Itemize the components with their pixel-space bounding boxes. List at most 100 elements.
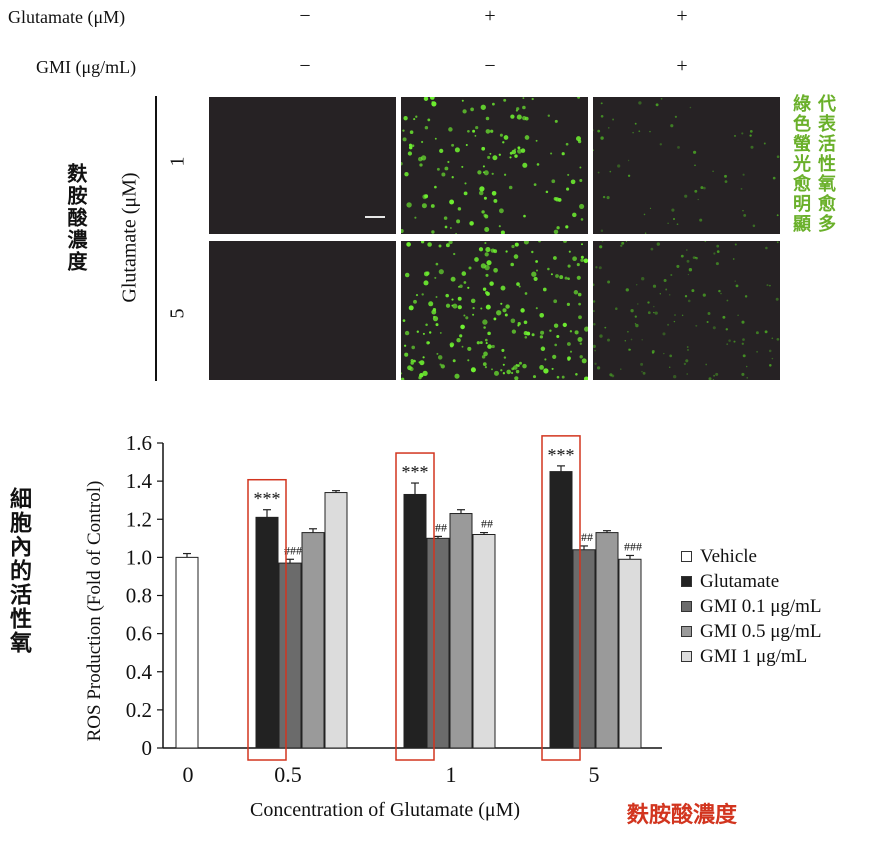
fluorescent-cell <box>418 361 421 364</box>
fluorescent-cell <box>481 146 486 151</box>
fluorescent-cell <box>484 227 490 232</box>
xlabel-cjk: 麩胺酸濃度 <box>627 803 738 828</box>
fluorescent-cell <box>681 314 684 317</box>
fluorescent-cell <box>449 342 455 347</box>
fluorescent-cell <box>553 323 559 328</box>
fluorescent-cell <box>621 241 625 245</box>
fluorescent-cell <box>422 332 425 335</box>
fluorescent-cell <box>734 134 736 137</box>
fluorescent-cell <box>524 292 528 295</box>
fluorescent-cell <box>740 188 743 190</box>
bar <box>403 493 427 749</box>
fluorescent-cell <box>485 129 491 134</box>
fluorescent-cell <box>640 362 644 366</box>
fluorescent-cell <box>581 243 583 246</box>
fluorescent-cell <box>490 248 495 253</box>
fluorescent-cell <box>749 134 752 137</box>
gmi-row-label: GMI (μg/mL) <box>36 57 137 77</box>
fluorescent-cell <box>550 273 553 276</box>
fluorescent-cell <box>743 213 747 217</box>
fluorescent-cell <box>662 332 666 336</box>
fluorescent-cell <box>749 130 753 133</box>
fluorescent-cell <box>668 366 671 369</box>
fluorescent-cell <box>472 129 476 133</box>
fluorescent-cell <box>524 135 530 140</box>
fluorescent-cell <box>419 163 423 167</box>
fluorescent-cell <box>406 202 412 208</box>
fluorescent-cell <box>703 186 706 190</box>
fluorescent-cell <box>734 243 737 246</box>
fluorescent-cell <box>724 180 728 183</box>
fluorescent-cell <box>609 373 613 377</box>
fluorescent-cell <box>406 242 411 247</box>
y-tick-label: 1.0 <box>126 545 152 569</box>
fluorescent-cell <box>402 137 407 142</box>
y-tick-label: 0.2 <box>126 698 152 722</box>
fluorescent-cell <box>491 344 495 349</box>
fluorescent-cell <box>575 373 578 376</box>
fluorescent-cell <box>673 375 677 379</box>
x-tick-label: 1 <box>446 762 457 787</box>
fluorescent-cell <box>443 216 448 220</box>
right-cjk-caption-2: 綠色螢光愈明顯 <box>790 94 811 234</box>
fluorescent-cell <box>485 304 491 310</box>
fluorescent-cell <box>408 143 413 147</box>
fluorescent-cell <box>463 191 468 196</box>
fluorescent-cell <box>559 275 564 280</box>
significance-mark: *** <box>548 445 575 465</box>
fluorescent-cell <box>489 281 494 286</box>
fluorescent-cell <box>461 165 464 168</box>
glutamate-sign-3: + <box>676 5 688 27</box>
fluorescent-cell <box>686 346 689 348</box>
fluorescent-cell <box>461 271 467 276</box>
fluorescent-cell <box>556 334 560 339</box>
fluorescent-cell <box>665 288 668 291</box>
fluorescent-cell <box>593 323 596 326</box>
micrograph-axis-line <box>155 96 157 381</box>
fluorescent-cell <box>515 109 518 112</box>
fluorescent-cell <box>517 324 520 327</box>
fluorescent-cell <box>448 127 453 132</box>
fluorescent-cell <box>484 252 489 257</box>
fluorescent-cell <box>735 284 739 288</box>
fluorescent-cell <box>750 145 754 149</box>
fluorescent-cell <box>520 148 526 153</box>
fluorescent-cell <box>627 330 629 333</box>
fluorescent-cell <box>569 350 573 353</box>
fluorescent-cell <box>480 104 486 110</box>
fluorescent-cell <box>600 114 604 118</box>
fluorescent-cell <box>583 376 588 380</box>
fluorescent-cell <box>580 258 584 263</box>
fluorescent-cell <box>467 286 470 289</box>
fluorescent-cell <box>556 226 560 230</box>
fluorescent-cell <box>628 348 631 351</box>
fluorescent-cell <box>462 109 467 114</box>
fluorescent-cell <box>444 225 448 229</box>
fluorescent-cell <box>493 249 496 252</box>
fluorescent-cell <box>565 142 569 146</box>
fluorescent-cell <box>768 349 772 353</box>
fluorescent-cell <box>423 97 429 101</box>
glutamate-row-label: Glutamate (μM) <box>8 7 126 27</box>
fluorescent-cell <box>764 330 768 334</box>
fluorescent-cell <box>459 334 463 338</box>
fluorescent-cell <box>624 340 627 342</box>
gmi-sign-3: + <box>676 55 688 77</box>
fluorescent-cell <box>578 315 582 320</box>
micrograph-gmi-1 <box>593 97 780 234</box>
fluorescent-cell <box>724 174 727 178</box>
fluorescent-cell <box>771 337 774 340</box>
fluorescent-cell <box>545 190 549 194</box>
fluorescent-cell <box>484 366 487 369</box>
fluorescent-cell <box>699 218 703 222</box>
fluorescent-cell <box>625 241 628 243</box>
fluorescent-cell <box>444 166 449 171</box>
fluorescent-cell <box>404 330 410 336</box>
fluorescent-cell <box>483 196 487 200</box>
fluorescent-cell <box>494 370 499 376</box>
fluorescent-cell <box>766 284 769 287</box>
fluorescent-cell <box>484 338 488 342</box>
fluorescent-cell <box>426 341 430 345</box>
fluorescent-cell <box>429 97 435 100</box>
fluorescent-cell <box>593 310 595 313</box>
